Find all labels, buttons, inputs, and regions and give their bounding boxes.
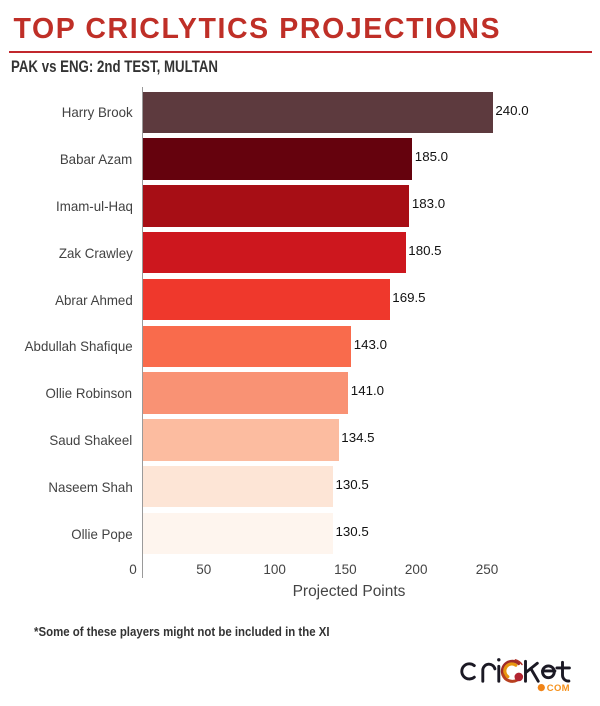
svg-text:COM: COM (547, 683, 570, 694)
